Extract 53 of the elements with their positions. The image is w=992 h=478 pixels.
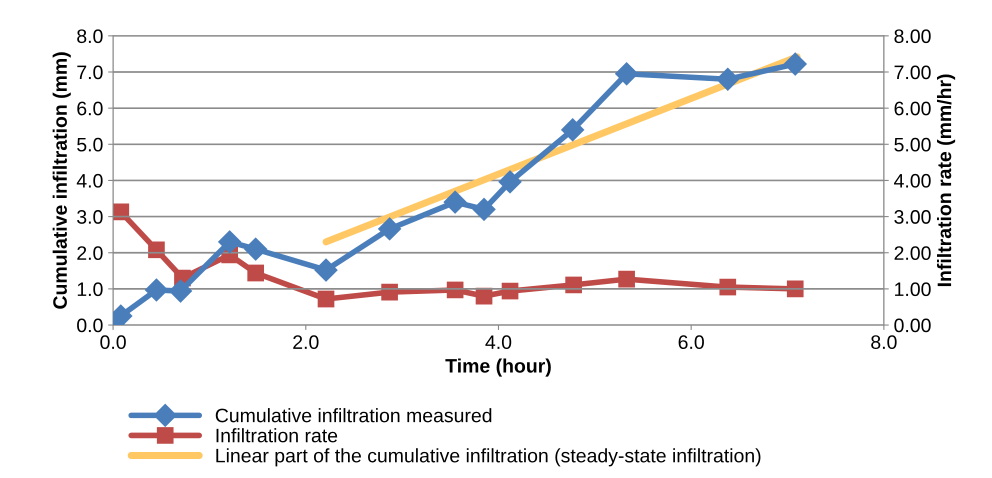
y-tick-label: 2.0 [77, 246, 103, 260]
y2-tick-label: 3.00 [894, 210, 931, 224]
x-tick-label: 6.0 [678, 335, 704, 350]
point [314, 258, 338, 282]
x-tick-label: 8.0 [871, 335, 897, 350]
legend-label: Cumulative infiltration measured [216, 408, 492, 422]
y-tick-label: 0.0 [77, 318, 103, 332]
point [786, 280, 804, 298]
x-tick-label: 0.0 [100, 335, 126, 350]
point [244, 238, 268, 261]
y-tick-label: 1.0 [78, 282, 103, 296]
y2-tick-label: 8.00 [894, 29, 931, 44]
y2-axis-title: Infiltration rate (mm/hr) [936, 74, 956, 286]
y2-tick-label: 6.00 [894, 102, 931, 116]
legend-label: Linear part of the cumulative infiltration (steady-state infiltration) [216, 448, 760, 466]
x-axis-title: Time (hour) [445, 358, 551, 377]
x-tick-label: 2.0 [293, 335, 319, 350]
y-tick-label: 8.0 [77, 29, 103, 44]
point [502, 282, 518, 300]
point [498, 170, 522, 194]
y2-tick-label: 7.00 [894, 65, 931, 80]
x-tick-label: 4.0 [485, 335, 512, 350]
y-tick-label: 7.0 [77, 65, 103, 80]
y2-tick-label: 5.00 [894, 138, 931, 152]
point [169, 280, 192, 303]
point [615, 62, 638, 86]
point [476, 288, 492, 304]
y2-tick-label: 2.00 [894, 246, 931, 260]
point [565, 276, 582, 294]
y2-tick-label: 1.00 [895, 282, 931, 296]
point [446, 282, 464, 298]
point [148, 242, 165, 258]
y2-tick-label: 0.00 [894, 318, 931, 332]
point [218, 230, 242, 254]
y-axis-title: Cumulative infiltration (mm) [52, 52, 71, 309]
legend-label: Infiltration rate [216, 428, 338, 442]
point [561, 118, 584, 142]
point [784, 52, 807, 76]
y-tick-label: 5.0 [77, 138, 103, 152]
point [719, 278, 736, 296]
y-tick-label: 4.0 [76, 174, 103, 188]
point [144, 278, 168, 302]
point [318, 290, 334, 308]
y2-tick-label: 4.00 [894, 174, 931, 188]
point [378, 217, 402, 240]
y-tick-label: 6.0 [77, 102, 103, 116]
y-tick-label: 3.0 [77, 210, 103, 224]
point [444, 190, 467, 214]
point [247, 264, 264, 282]
point [618, 270, 635, 288]
point [472, 198, 496, 221]
point [381, 284, 398, 300]
point [716, 68, 740, 91]
